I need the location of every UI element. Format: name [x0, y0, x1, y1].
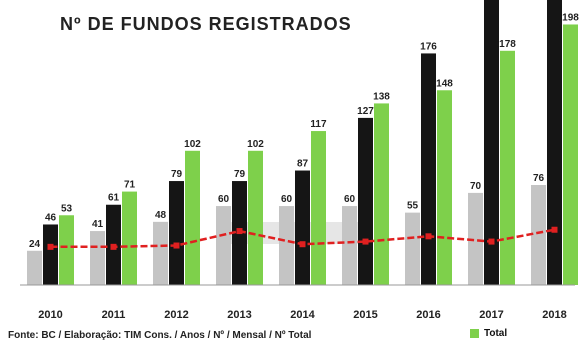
- trend-marker: [110, 243, 117, 250]
- bar-grey: [90, 231, 105, 285]
- legend: Total: [470, 328, 507, 339]
- bar-grey: [468, 192, 483, 285]
- bar-green: [311, 131, 326, 285]
- x-tick-label: 2018: [542, 309, 566, 321]
- bar-black: [484, 0, 499, 285]
- bar-green: [59, 215, 74, 285]
- data-label: 138: [373, 91, 390, 102]
- bar-green: [248, 150, 263, 285]
- data-label: 117: [310, 119, 327, 130]
- data-label: 60: [281, 194, 293, 205]
- bar-black: [295, 170, 310, 285]
- x-tick-label: 2011: [102, 309, 126, 321]
- data-label: 60: [218, 194, 230, 205]
- trend-marker: [425, 233, 432, 240]
- chart-title: Nº DE FUNDOS REGISTRADOS: [60, 14, 352, 34]
- data-label: 53: [61, 203, 73, 214]
- trend-marker: [488, 238, 495, 245]
- bar-black: [43, 224, 58, 285]
- data-label: 71: [124, 180, 136, 191]
- data-label: 178: [499, 39, 516, 50]
- data-label: 76: [533, 173, 545, 184]
- bar-grey: [27, 250, 42, 285]
- bar-grey: [531, 185, 546, 285]
- data-label: 61: [108, 193, 120, 204]
- bar-black: [358, 117, 373, 285]
- bar-green: [122, 191, 137, 285]
- data-label: 41: [92, 219, 104, 230]
- trend-marker: [362, 238, 369, 245]
- data-label: 48: [155, 210, 167, 221]
- bar-black: [169, 181, 184, 285]
- data-label: 127: [357, 106, 374, 117]
- trend-marker: [173, 242, 180, 249]
- bar-green: [563, 24, 578, 285]
- legend-label: Total: [484, 328, 508, 339]
- x-tick-label: 2010: [38, 309, 62, 321]
- x-tick-label: 2013: [227, 309, 251, 321]
- bar-green: [437, 90, 452, 286]
- trend-marker: [47, 243, 54, 250]
- x-tick-label: 2014: [290, 309, 315, 321]
- data-label: 79: [171, 169, 183, 180]
- data-label: 102: [184, 139, 201, 150]
- trend-marker: [299, 241, 306, 248]
- trend-marker: [236, 228, 243, 235]
- data-label: 70: [470, 181, 482, 192]
- data-label: 176: [420, 41, 437, 52]
- bar-grey: [342, 206, 357, 285]
- data-label: 55: [407, 201, 419, 212]
- bar-green: [374, 103, 389, 285]
- bar-black: [421, 53, 436, 285]
- x-tick-label: 2015: [353, 309, 377, 321]
- data-label: 24: [29, 239, 41, 250]
- legend-swatch: [470, 329, 479, 338]
- bar-grey: [405, 212, 420, 285]
- x-tick-label: 2016: [416, 309, 440, 321]
- data-label: 60: [344, 194, 356, 205]
- bar-grey: [279, 206, 294, 285]
- data-label: 102: [247, 139, 264, 150]
- data-label: 46: [45, 212, 57, 223]
- data-label: 87: [297, 159, 309, 170]
- trend-marker: [551, 226, 558, 233]
- bar-grey: [216, 206, 231, 285]
- bar-green: [500, 50, 515, 285]
- data-label: 198: [562, 12, 579, 23]
- data-label: 79: [234, 169, 246, 180]
- bar-black: [547, 0, 562, 286]
- bar-grey: [153, 221, 168, 285]
- data-label: 148: [436, 78, 453, 89]
- x-tick-label: 2012: [164, 309, 188, 321]
- bar-green: [185, 150, 200, 285]
- source-footnote: Fonte: BC / Elaboração: TIM Cons. / Anos…: [8, 330, 312, 341]
- x-tick-label: 2017: [479, 309, 503, 321]
